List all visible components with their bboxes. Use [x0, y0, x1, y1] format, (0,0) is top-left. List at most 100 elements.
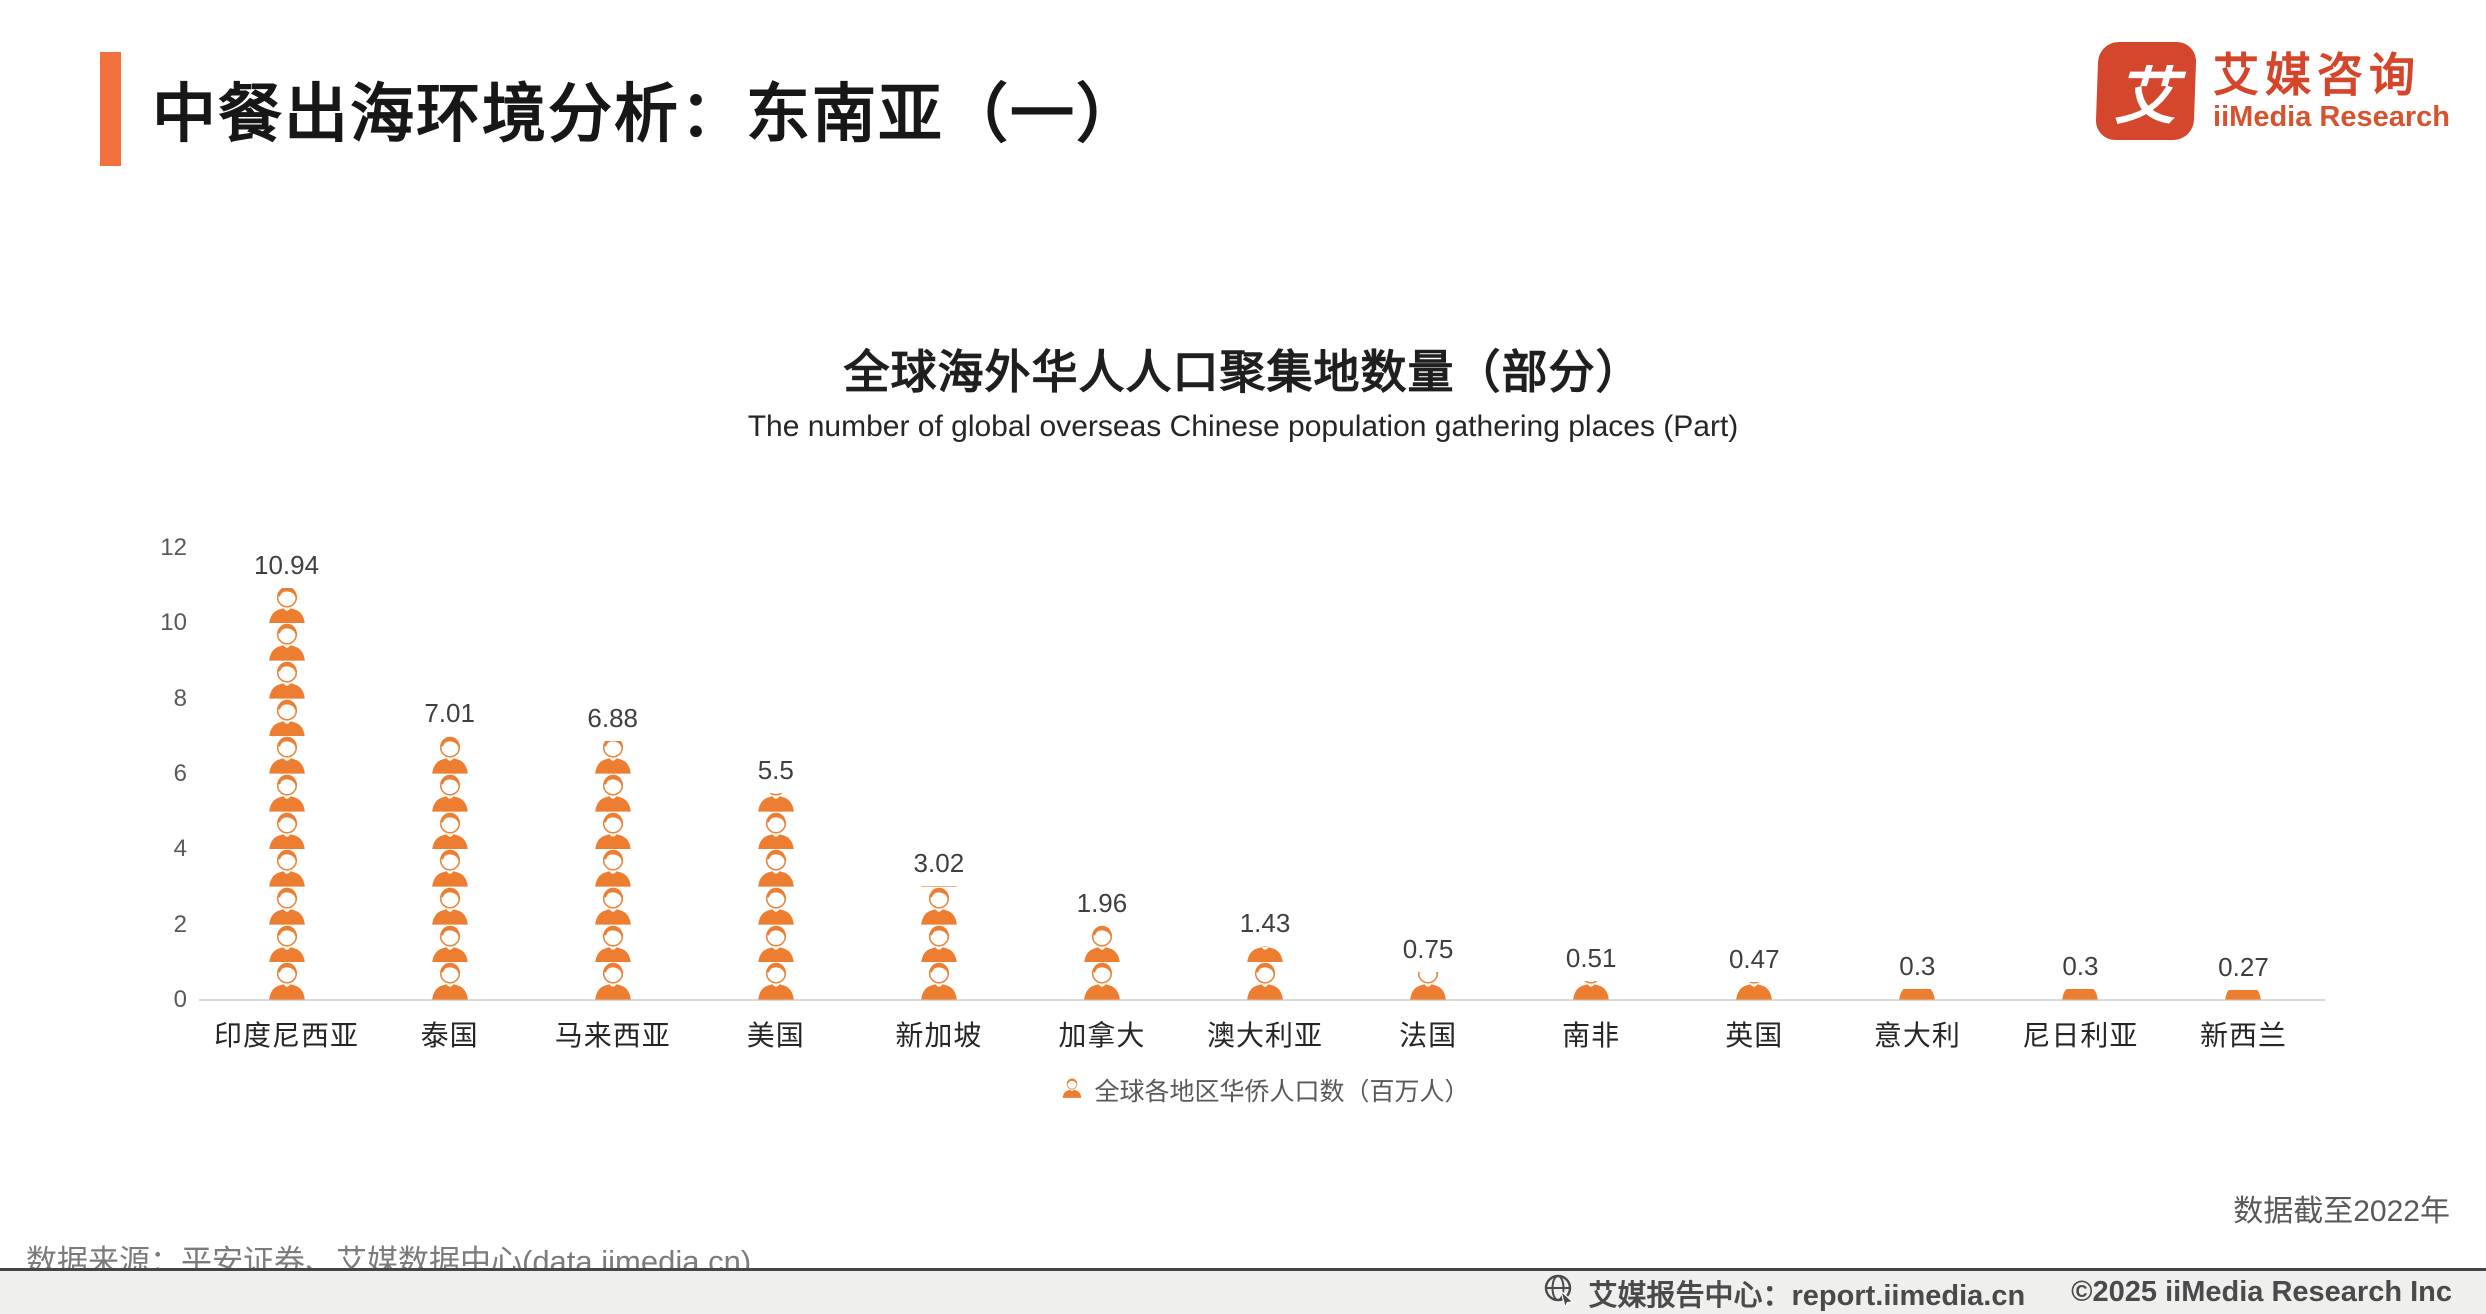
- y-axis-tick: 4: [173, 835, 187, 863]
- bar-column-4: 3.02: [857, 548, 1020, 1000]
- person-icon: [757, 792, 794, 812]
- pictograph-bar: [427, 735, 473, 1000]
- bar-column-3: 5.5: [694, 548, 857, 1000]
- bar-value-label: 3.02: [913, 848, 965, 879]
- x-axis-label-1: 泰国: [420, 1020, 479, 1051]
- legend-label: 全球各地区华侨人口数（百万人）: [1094, 1078, 1470, 1106]
- person-icon: [2062, 988, 2099, 1000]
- bar-value-label: 5.5: [757, 754, 794, 785]
- person-icon: [757, 812, 794, 850]
- pictograph-bar: [1894, 988, 1940, 1000]
- person-icon: [431, 812, 468, 850]
- person-icon: [1247, 963, 1283, 1000]
- bar-column-12: 0.27: [2162, 548, 2325, 1000]
- person-icon: [921, 925, 957, 963]
- person-icon: [594, 740, 631, 774]
- person-icon: [268, 587, 305, 624]
- pictograph-bar: [1079, 926, 1125, 1000]
- pictograph-bar: [916, 886, 962, 1000]
- bar-value-label: 6.88: [587, 702, 638, 733]
- person-icon: [268, 774, 305, 812]
- y-axis-tick: 10: [160, 609, 187, 637]
- person-icon: [268, 850, 305, 887]
- person-icon: [1899, 988, 1936, 1000]
- iimedia-logo: 艾 艾媒咨询 iiMedia Research: [2095, 42, 2450, 140]
- bar-value-label: 0.3: [2062, 950, 2099, 981]
- y-axis-tick: 6: [173, 760, 187, 787]
- bar-column-1: 7.01: [368, 548, 531, 1000]
- x-axis-label-2: 马来西亚: [554, 1020, 671, 1051]
- person-icon: [757, 887, 794, 925]
- person-icon: [268, 925, 305, 963]
- person-icon: [431, 963, 468, 1000]
- person-icon: [431, 737, 468, 774]
- person-icon: [921, 963, 957, 1000]
- bar-column-6: 1.43: [1183, 548, 1346, 1000]
- chart-plot-area: 0 2 4 6 8 10 12 10.94 7.01 6.88 5.5 3.02 1.96 1.43 0.…: [160, 534, 2325, 1051]
- person-icon: [268, 699, 305, 737]
- pictograph-bar: [2057, 988, 2103, 1000]
- bar-column-0: 10.94: [205, 548, 368, 1000]
- bar-column-9: 0.47: [1673, 548, 1836, 1000]
- pictograph-bar: [753, 792, 799, 1000]
- iimedia-logo-icon: 艾: [2095, 42, 2197, 140]
- footer-bar: 艾媒报告中心：report.iimedia.cn ©2025 iiMedia R…: [0, 1271, 2486, 1314]
- bar-value-label: 0.51: [1565, 942, 1617, 973]
- data-cutoff-note: 数据截至2022年: [2233, 1195, 2450, 1228]
- person-icon: [594, 774, 631, 812]
- bar-value-label: 10.94: [254, 549, 320, 580]
- person-icon: [757, 925, 794, 963]
- person-icon: [2225, 989, 2262, 1000]
- person-icon: [268, 812, 305, 850]
- bar-column-5: 1.96: [1020, 548, 1183, 1000]
- person-icon: [594, 963, 631, 1000]
- chart-legend: 全球各地区华侨人口数（百万人）: [205, 1072, 2325, 1108]
- pictograph-bar: [1568, 980, 1614, 1000]
- x-axis-label-8: 南非: [1562, 1020, 1621, 1051]
- person-icon: [268, 737, 305, 774]
- footer-separator: [0, 1268, 2486, 1271]
- footer-report-center: 艾媒报告中心：report.iimedia.cn: [1542, 1272, 2025, 1314]
- person-icon: [431, 774, 468, 812]
- person-icon: [594, 925, 631, 963]
- bar-value-label: 1.96: [1076, 888, 1128, 919]
- person-icon: [1410, 971, 1446, 1000]
- pictograph-bar: [1731, 982, 1777, 1000]
- bar-value-label: 0.75: [1402, 933, 1454, 964]
- person-icon: [1084, 963, 1120, 1000]
- x-axis-label-10: 意大利: [1873, 1020, 1961, 1051]
- x-axis-labels: 印度尼西亚 泰国 马来西亚 美国 新加坡 加拿大 澳大利亚 法国 南非 英国 意大利 尼日利亚 新西兰: [205, 1014, 2325, 1054]
- bar-column-7: 0.75: [1347, 548, 1510, 1000]
- x-axis-label-0: 印度尼西亚: [214, 1020, 360, 1051]
- person-icon: [757, 850, 794, 887]
- chart-subtitle: The number of global overseas Chinese po…: [747, 410, 1739, 443]
- title-accent-bar: [100, 52, 121, 166]
- x-axis-label-3: 美国: [746, 1020, 805, 1051]
- pictograph-bar: [1405, 971, 1451, 1000]
- page-title: 中餐出海环境分析：东南亚（一）: [152, 78, 1142, 150]
- x-axis-label-11: 尼日利亚: [2022, 1020, 2139, 1051]
- person-icon: [594, 850, 631, 887]
- x-axis-label-12: 新西兰: [2199, 1020, 2287, 1051]
- person-icon: [268, 661, 305, 699]
- bar-column-2: 6.88: [531, 548, 694, 1000]
- bar-value-label: 7.01: [424, 697, 475, 728]
- bar-value-label: 0.27: [2218, 951, 2269, 982]
- globe-cursor-icon: [1542, 1273, 1576, 1312]
- x-axis-label-5: 加拿大: [1058, 1020, 1146, 1051]
- person-icon: [921, 886, 957, 887]
- y-axis-tick: 0: [173, 986, 187, 1013]
- person-icon: [1573, 980, 1609, 1000]
- person-icon: [268, 887, 305, 925]
- logo-name-cn: 艾媒咨询: [2213, 48, 2422, 101]
- bar-value-label: 0.3: [1899, 950, 1936, 981]
- bar-column-11: 0.3: [1999, 548, 2162, 1000]
- bar-value-label: 0.47: [1728, 944, 1780, 975]
- person-icon: [431, 850, 468, 887]
- logo-name-en: iiMedia Research: [2213, 100, 2450, 133]
- pictograph-bar: [590, 740, 636, 1000]
- logo-glyph: 艾: [2113, 63, 2179, 132]
- x-axis-label-6: 澳大利亚: [1207, 1020, 1324, 1051]
- pictograph-bar: [1242, 946, 1288, 1000]
